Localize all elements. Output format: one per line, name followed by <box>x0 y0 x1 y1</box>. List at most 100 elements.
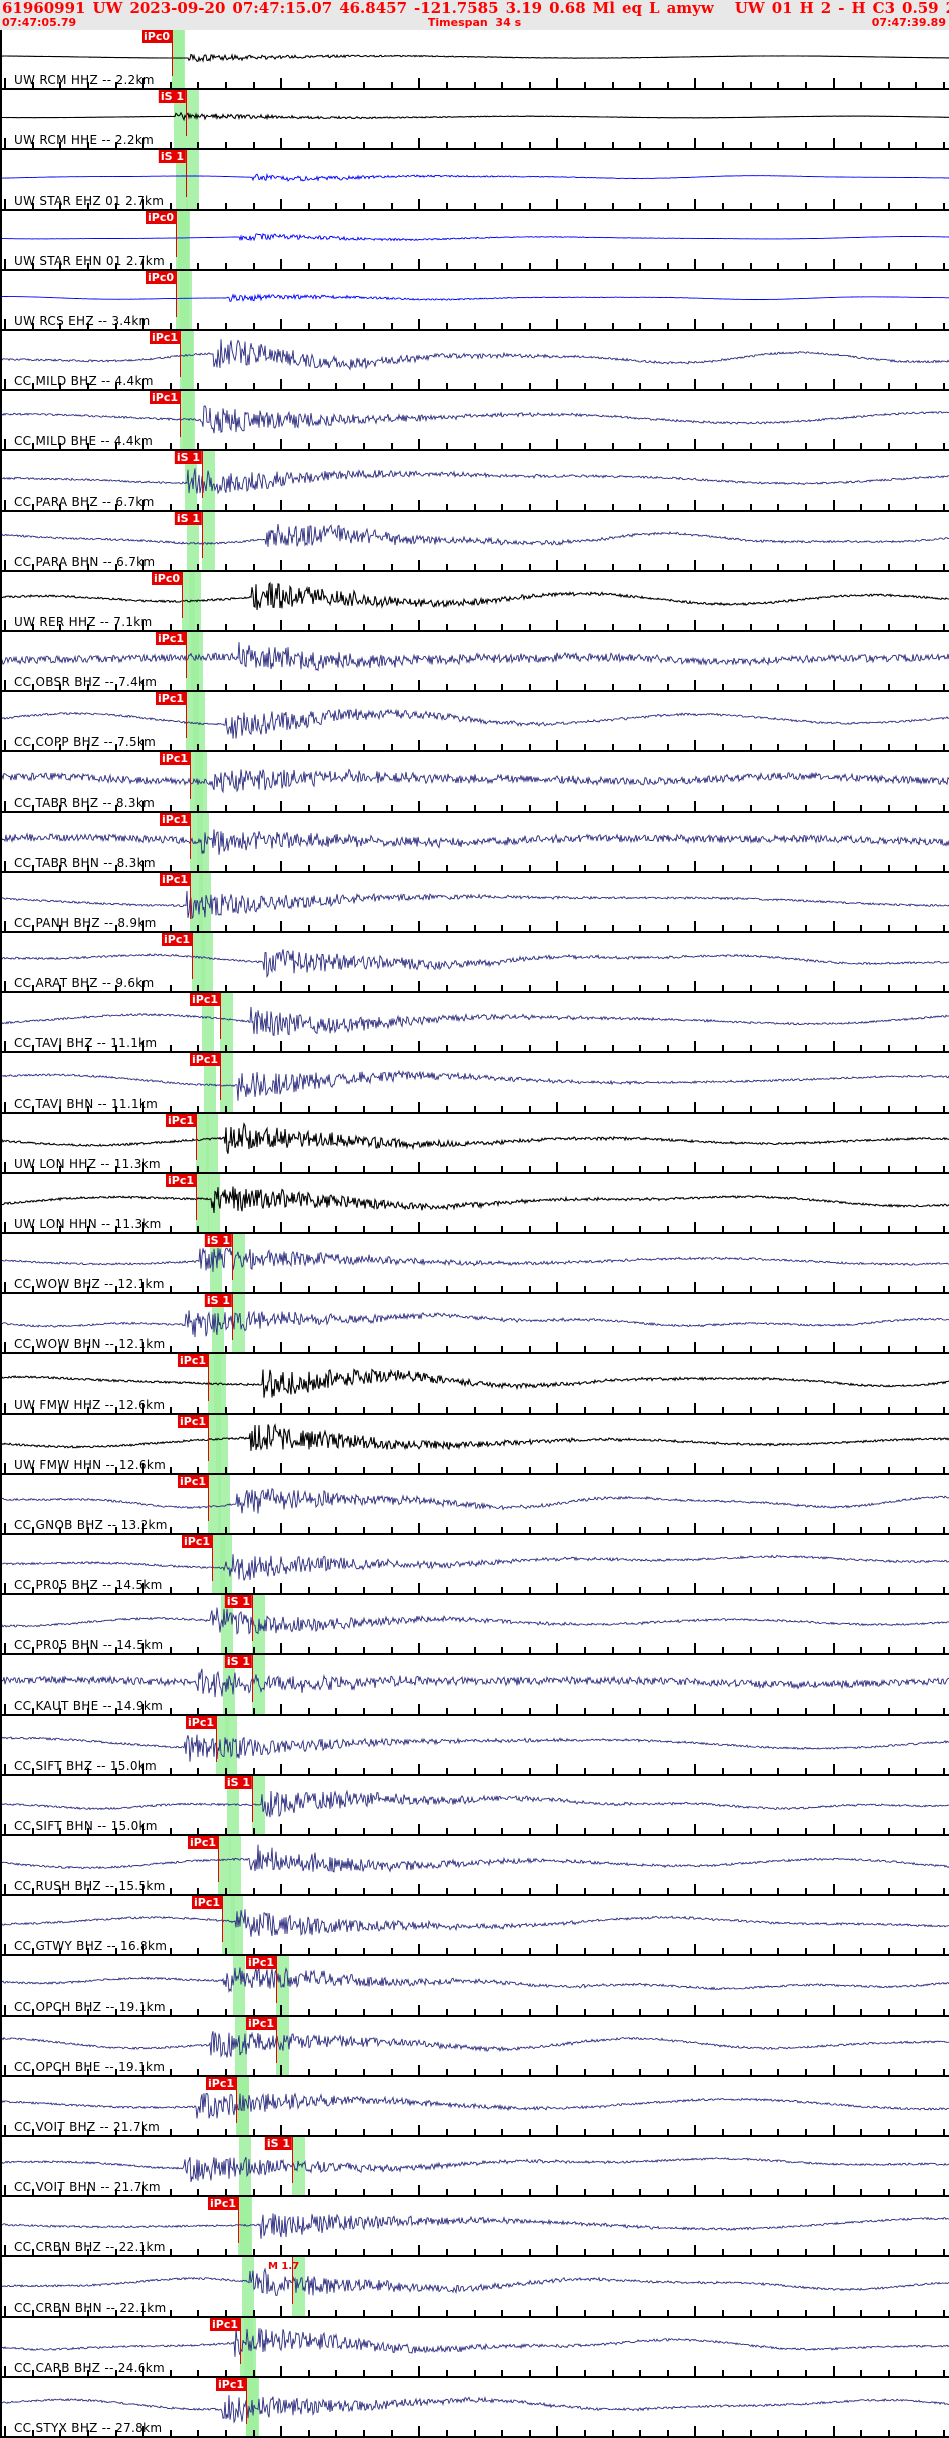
trace-row[interactable]: CC OPCH BHZ -- 19.1km iPc1 <box>0 1956 949 2017</box>
waveform-trace[interactable] <box>0 933 949 993</box>
trace-row[interactable]: CC GTWY BHZ -- 16.8km iPc1 <box>0 1896 949 1957</box>
waveform-trace[interactable] <box>0 2197 949 2257</box>
waveform-trace[interactable] <box>0 1475 949 1535</box>
trace-row[interactable]: CC PANH BHZ -- 8.9km iPc1 <box>0 872 949 933</box>
waveform-trace[interactable] <box>0 1053 949 1113</box>
waveform-trace[interactable] <box>0 150 949 210</box>
phase-pick-label[interactable]: iPc1 <box>161 933 192 946</box>
waveform-trace[interactable] <box>0 572 949 632</box>
phase-pick-label[interactable]: iS 1 <box>224 1775 252 1789</box>
waveform-trace[interactable] <box>0 993 949 1053</box>
trace-row[interactable]: CC CARB BHZ -- 24.6km iPc1 <box>0 2317 949 2378</box>
waveform-trace[interactable] <box>0 1956 949 2016</box>
waveform-trace[interactable] <box>0 1836 949 1896</box>
phase-pick-label[interactable]: iS 1 <box>158 90 186 104</box>
trace-row[interactable]: CC RUSH BHZ -- 15.5km iPc1 <box>0 1836 949 1897</box>
waveform-trace[interactable] <box>0 1114 949 1174</box>
trace-row[interactable]: CC ARAT BHZ -- 9.6km iPc1 <box>0 933 949 994</box>
trace-row[interactable]: UW RCM HHE -- 2.2km iS 1 <box>0 90 949 151</box>
waveform-trace[interactable] <box>0 30 949 90</box>
waveform-trace[interactable] <box>0 1595 949 1655</box>
phase-pick-label[interactable]: iPc0 <box>141 30 172 43</box>
trace-row[interactable]: UW STAR EHN 01 2.7km iPc0 <box>0 210 949 271</box>
phase-pick-label[interactable]: iPc1 <box>185 1715 216 1729</box>
phase-pick-label[interactable]: iPc1 <box>215 2377 246 2391</box>
trace-row[interactable]: CC CRBN BHN -- 22.1km M 1.7 <box>0 2257 949 2318</box>
phase-pick-label[interactable]: iS 1 <box>204 1294 232 1308</box>
phase-pick-label[interactable]: iPc1 <box>149 391 180 405</box>
phase-pick-label[interactable]: iPc1 <box>155 632 186 645</box>
waveform-trace[interactable] <box>0 2077 949 2137</box>
trace-row[interactable]: CC GNOB BHZ -- 13.2km iPc1 <box>0 1474 949 1535</box>
phase-pick-label[interactable]: iS 1 <box>174 511 202 525</box>
phase-pick-label[interactable]: iPc1 <box>205 2076 236 2090</box>
phase-pick-label[interactable]: iPc1 <box>187 1836 218 1849</box>
phase-pick-label[interactable]: iPc1 <box>155 692 186 706</box>
trace-row[interactable]: CC KAUT BHE -- 14.9km iS 1 <box>0 1655 949 1716</box>
phase-pick-label[interactable]: iPc1 <box>177 1354 208 1368</box>
waveform-trace[interactable] <box>0 1234 949 1294</box>
waveform-trace[interactable] <box>0 2257 949 2317</box>
waveform-trace[interactable] <box>0 90 949 150</box>
trace-row[interactable]: UW RCS EHZ -- 3.4km iPc0 <box>0 270 949 331</box>
trace-row[interactable]: CC TABR BHN -- 8.3km iPc1 <box>0 812 949 873</box>
trace-row[interactable]: CC SIFT BHZ -- 15.0km iPc1 <box>0 1715 949 1776</box>
waveform-trace[interactable] <box>0 2137 949 2197</box>
trace-row[interactable]: UW FMW HHN -- 12.6km iPc1 <box>0 1414 949 1475</box>
trace-row[interactable]: CC MILD BHE -- 4.4km iPc1 <box>0 391 949 452</box>
waveform-trace[interactable] <box>0 813 949 873</box>
trace-row[interactable]: CC PARA BHN -- 6.7km iS 1 <box>0 511 949 572</box>
trace-row[interactable]: CC CRBN BHZ -- 22.1km iPc1 <box>0 2197 949 2258</box>
trace-row[interactable]: UW LON HHN -- 11.3km iPc1 <box>0 1173 949 1234</box>
phase-pick-label[interactable]: iPc1 <box>159 812 190 826</box>
phase-pick-label[interactable]: iPc1 <box>149 331 180 344</box>
phase-pick-label[interactable]: iS 1 <box>224 1655 252 1669</box>
phase-pick-label[interactable]: iS 1 <box>204 1234 232 1247</box>
waveform-trace[interactable] <box>0 873 949 933</box>
waveform-trace[interactable] <box>0 1896 949 1956</box>
phase-pick-label[interactable]: iPc1 <box>181 1535 212 1548</box>
trace-row[interactable]: CC VOIT BHZ -- 21.7km iPc1 <box>0 2076 949 2137</box>
phase-pick-label[interactable]: iPc1 <box>165 1173 196 1187</box>
waveform-trace[interactable] <box>0 1535 949 1595</box>
waveform-trace[interactable] <box>0 752 949 812</box>
waveform-trace[interactable] <box>0 1174 949 1234</box>
phase-pick-label[interactable]: iPc1 <box>245 2016 276 2030</box>
trace-row[interactable]: CC PR05 BHN -- 14.5km iS 1 <box>0 1595 949 1656</box>
trace-row[interactable]: CC STYX BHZ -- 27.8km iPc1 <box>0 2377 949 2438</box>
phase-pick-label[interactable]: iS 1 <box>174 451 202 465</box>
trace-row[interactable]: CC TABR BHZ -- 8.3km iPc1 <box>0 752 949 813</box>
waveform-trace[interactable] <box>0 1294 949 1354</box>
phase-pick-label[interactable]: iPc1 <box>159 872 190 886</box>
trace-row[interactable]: CC TAVI BHZ -- 11.1km iPc1 <box>0 993 949 1054</box>
phase-pick-label[interactable]: iS 1 <box>158 150 186 164</box>
phase-pick-label[interactable]: iS 1 <box>264 2137 292 2150</box>
waveform-trace[interactable] <box>0 271 949 331</box>
phase-pick-label[interactable]: iPc1 <box>159 752 190 766</box>
phase-pick-label[interactable]: iPc1 <box>189 993 220 1007</box>
phase-pick-label[interactable]: iPc1 <box>191 1896 222 1910</box>
phase-pick-label[interactable]: iPc1 <box>189 1053 220 1067</box>
waveform-trace[interactable] <box>0 211 949 271</box>
waveform-trace[interactable] <box>0 692 949 752</box>
waveform-trace[interactable] <box>0 512 949 572</box>
waveform-trace[interactable] <box>0 1415 949 1475</box>
phase-pick-label[interactable]: iPc1 <box>177 1414 208 1428</box>
trace-row[interactable]: CC PR05 BHZ -- 14.5km iPc1 <box>0 1535 949 1596</box>
waveform-trace[interactable] <box>0 2017 949 2077</box>
phase-pick-label[interactable]: iPc1 <box>177 1474 208 1488</box>
waveform-trace[interactable] <box>0 2318 949 2378</box>
trace-row[interactable]: CC SIFT BHN -- 15.0km iS 1 <box>0 1775 949 1836</box>
phase-pick-label[interactable]: iPc0 <box>151 571 182 585</box>
trace-row[interactable]: CC COPP BHZ -- 7.5km iPc1 <box>0 692 949 753</box>
trace-row[interactable]: CC OBSR BHZ -- 7.4km iPc1 <box>0 632 949 693</box>
phase-pick-label[interactable]: iPc1 <box>207 2197 238 2211</box>
phase-pick-label[interactable]: iPc1 <box>209 2317 240 2331</box>
waveform-trace[interactable] <box>0 1716 949 1776</box>
waveform-trace[interactable] <box>0 2378 949 2438</box>
trace-row[interactable]: CC TAVI BHN -- 11.1km iPc1 <box>0 1053 949 1114</box>
phase-pick-label[interactable]: iPc1 <box>245 1956 276 1970</box>
phase-pick-label[interactable]: iPc0 <box>145 210 176 224</box>
trace-row[interactable]: CC MILD BHZ -- 4.4km iPc1 <box>0 331 949 392</box>
trace-row[interactable]: UW RER HHZ -- 7.1km iPc0 <box>0 571 949 632</box>
